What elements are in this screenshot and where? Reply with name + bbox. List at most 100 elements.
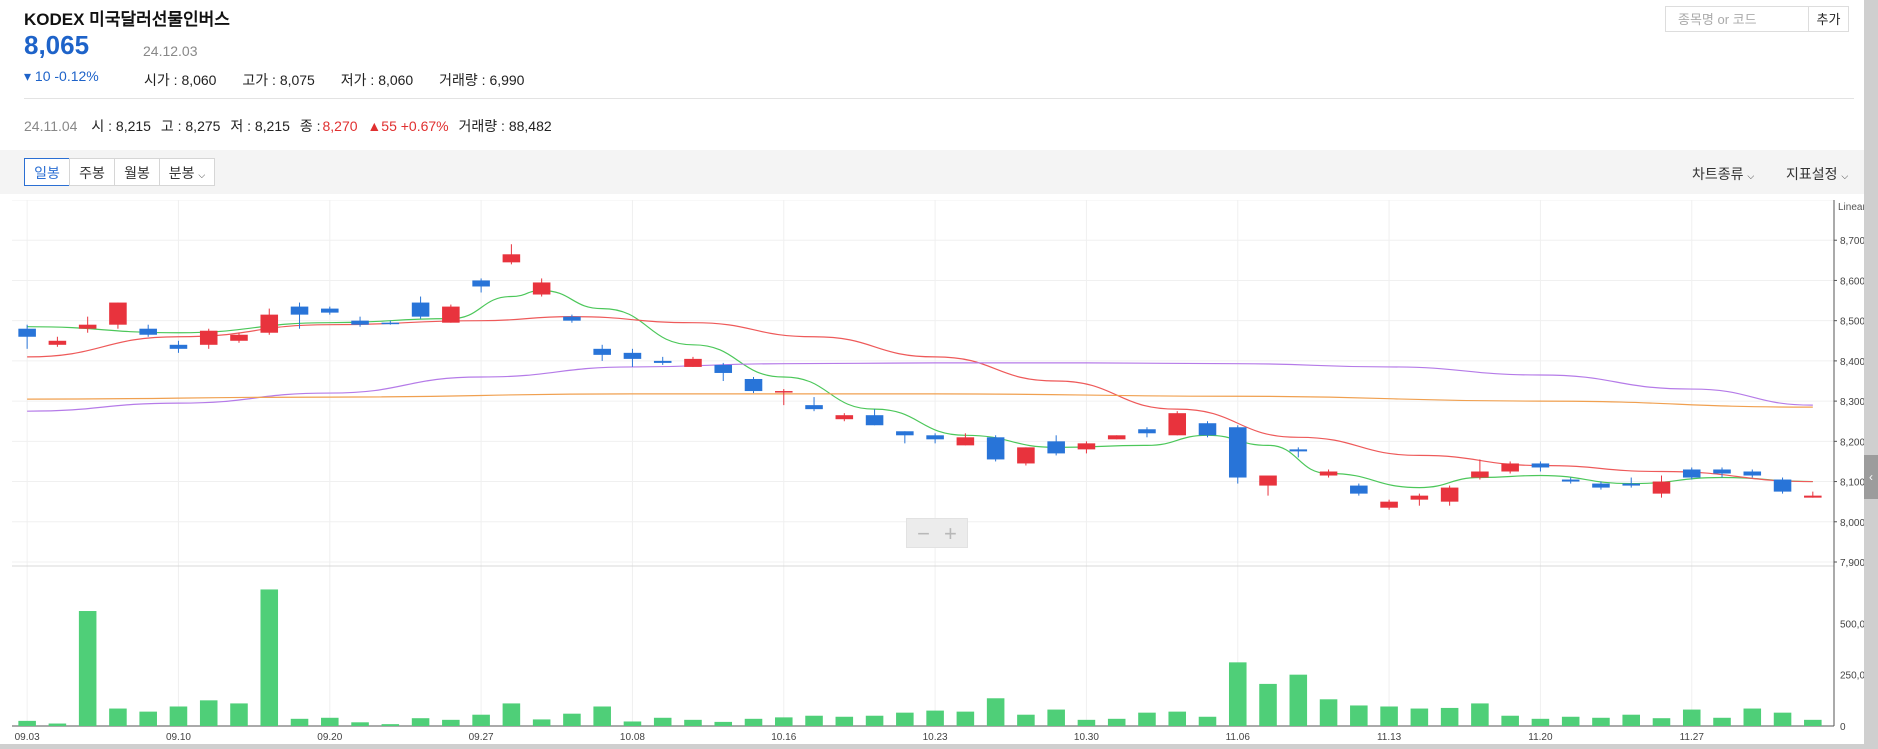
add-button[interactable]: 추가 bbox=[1809, 6, 1849, 32]
x-tick-label: 11.27 bbox=[1680, 732, 1705, 743]
volume-bar bbox=[865, 715, 884, 726]
candle-body bbox=[986, 437, 1005, 460]
x-tick-label: 10.30 bbox=[1074, 732, 1099, 743]
price-tick-label: 8,600 bbox=[1840, 276, 1864, 287]
stat-open-value: 8,060 bbox=[181, 72, 217, 88]
chart-canvas[interactable]: Linear 8,700 8,600 8,500 8,400 8,300 8,200 8,10… bbox=[12, 199, 1877, 744]
candle-body bbox=[1652, 481, 1671, 494]
volume-bar bbox=[1531, 718, 1550, 726]
volume-bar bbox=[1350, 705, 1368, 726]
candle-body bbox=[1289, 449, 1308, 452]
chart-area[interactable]: Linear 8,700 8,600 8,500 8,400 8,300 8,200 8,10… bbox=[12, 199, 1877, 744]
tab-minute[interactable]: 분봉 ⌵ bbox=[159, 158, 215, 186]
volume-bar bbox=[805, 715, 823, 726]
candle-body bbox=[835, 415, 854, 420]
volume-bar bbox=[775, 717, 793, 726]
candle-body bbox=[714, 364, 733, 373]
stat-high-label: 고가 bbox=[242, 72, 269, 88]
volume-bar bbox=[411, 718, 430, 726]
tab-weekly[interactable]: 주봉 bbox=[69, 158, 115, 186]
volume-bar bbox=[381, 724, 400, 726]
candle-body bbox=[18, 328, 36, 337]
tab-daily[interactable]: 일봉 bbox=[24, 158, 70, 186]
volume-bar bbox=[290, 718, 309, 726]
volume-bar bbox=[1228, 662, 1247, 726]
candle-body bbox=[472, 280, 490, 287]
moving-average-line-120 bbox=[27, 393, 1813, 408]
volume-bar bbox=[1713, 717, 1731, 726]
side-panel-toggle[interactable]: ‹ bbox=[1864, 455, 1878, 499]
candle-body bbox=[1622, 483, 1640, 486]
chart-type-dropdown[interactable]: 차트종류 ⌵ bbox=[1692, 164, 1754, 184]
hover-high: 고 : 8,275 bbox=[160, 118, 221, 134]
stat-volume: 거래량 : 6,990 bbox=[439, 72, 525, 88]
x-tick-label: 11.20 bbox=[1528, 732, 1553, 743]
x-tick-label: 10.23 bbox=[923, 732, 948, 743]
volume-bar bbox=[18, 720, 36, 726]
zoom-in-button[interactable]: + bbox=[944, 521, 957, 546]
candle-body bbox=[1077, 443, 1096, 450]
volume-bar bbox=[502, 703, 521, 726]
chevron-down-icon: ⌵ bbox=[1747, 171, 1755, 181]
candle-body bbox=[230, 334, 248, 341]
hover-close-value: 8,270 bbox=[322, 118, 358, 134]
price-tick-label: 8,300 bbox=[1840, 397, 1864, 408]
candle-body bbox=[926, 435, 944, 440]
candle-body bbox=[381, 322, 400, 325]
stat-low-value: 8,060 bbox=[378, 72, 414, 88]
volume-bar bbox=[1319, 699, 1338, 726]
volume-bar bbox=[78, 611, 97, 726]
stat-low: 저가 : 8,060 bbox=[340, 72, 414, 88]
candle-body bbox=[78, 324, 97, 329]
candle-body bbox=[684, 358, 702, 367]
volume-bar bbox=[1652, 718, 1671, 726]
stock-search-input[interactable]: 종목명 or 코드 bbox=[1665, 6, 1809, 32]
candle-body bbox=[1713, 469, 1731, 474]
volume-bar bbox=[1168, 711, 1187, 726]
candle-body bbox=[563, 316, 581, 321]
volume-bar bbox=[986, 698, 1005, 726]
candle-body bbox=[1531, 463, 1550, 468]
candle-body bbox=[1017, 447, 1035, 464]
moving-average-line-20 bbox=[27, 316, 1813, 483]
indicator-settings-dropdown[interactable]: 지표설정 ⌵ bbox=[1786, 164, 1848, 184]
tab-minute-label: 분봉 bbox=[168, 165, 195, 181]
stat-volume-value: 6,990 bbox=[489, 72, 525, 88]
volume-bar bbox=[714, 721, 733, 726]
candle-body bbox=[411, 302, 430, 317]
candle-body bbox=[1107, 435, 1126, 440]
volume-bar bbox=[1380, 706, 1398, 726]
candle-body bbox=[1440, 487, 1459, 502]
hover-change: ▲55 +0.67% bbox=[367, 118, 449, 134]
indicator-label: 지표설정 bbox=[1786, 166, 1838, 182]
candle-body bbox=[1168, 413, 1187, 436]
volume-bar bbox=[442, 719, 460, 726]
volume-bar bbox=[623, 721, 642, 726]
tab-monthly[interactable]: 월봉 bbox=[114, 158, 160, 186]
hover-volume: 거래량 : 88,482 bbox=[458, 118, 552, 134]
zoom-out-button[interactable]: − bbox=[917, 521, 930, 546]
candle-body bbox=[1743, 471, 1762, 476]
volume-bar bbox=[896, 712, 914, 726]
x-tick-label: 11.06 bbox=[1226, 732, 1251, 743]
volume-tick-label: 250,000 bbox=[1840, 671, 1864, 682]
candle-body bbox=[865, 415, 884, 426]
price-change: ▾ 10 -0.12% bbox=[24, 68, 99, 84]
volume-bar bbox=[1592, 717, 1610, 726]
candle-body bbox=[321, 308, 339, 313]
candle-body bbox=[48, 340, 67, 345]
x-tick-label: 09.03 bbox=[15, 732, 40, 743]
candle-body bbox=[1319, 471, 1338, 476]
stock-title: KODEX 미국달러선물인버스 bbox=[24, 10, 230, 29]
candle-body bbox=[442, 306, 460, 323]
scale-label: Linear bbox=[1838, 202, 1864, 213]
volume-bar bbox=[48, 723, 67, 726]
chevron-down-icon: ⌵ bbox=[1841, 171, 1849, 181]
candle-body bbox=[1501, 463, 1519, 472]
candle-body bbox=[532, 282, 551, 295]
volume-bar bbox=[1047, 709, 1065, 726]
x-tick-label: 10.16 bbox=[771, 732, 796, 743]
volume-bar bbox=[532, 719, 551, 726]
volume-bar bbox=[1138, 712, 1156, 726]
price-tick-label: 8,700 bbox=[1840, 236, 1864, 247]
